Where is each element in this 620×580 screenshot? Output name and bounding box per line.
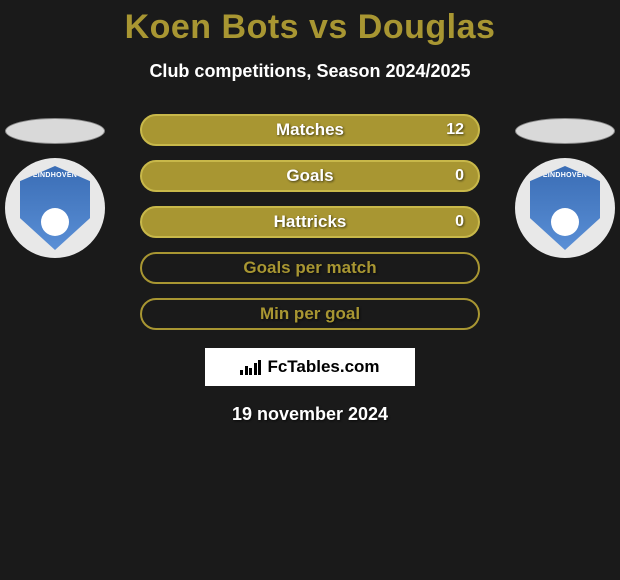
stat-rows: Matches 12 Goals 0 Hattricks 0 Goals per… bbox=[140, 114, 480, 330]
left-player-column: EINDHOVEN bbox=[0, 114, 110, 258]
stat-row-goals: Goals 0 bbox=[140, 160, 480, 192]
stat-label: Goals bbox=[286, 166, 333, 186]
right-crest-label: EINDHOVEN bbox=[543, 172, 587, 179]
bar-chart-icon bbox=[240, 359, 261, 375]
date-text: 19 november 2024 bbox=[0, 404, 620, 425]
stat-label: Min per goal bbox=[260, 304, 360, 324]
right-player-column: EINDHOVEN bbox=[510, 114, 620, 258]
stat-value-right: 12 bbox=[446, 121, 464, 139]
comparison-body: EINDHOVEN EINDHOVEN Matches 12 Goals 0 H… bbox=[0, 114, 620, 425]
stat-row-min-per-goal: Min per goal bbox=[140, 298, 480, 330]
left-player-ellipse bbox=[5, 118, 105, 144]
attribution-text: FcTables.com bbox=[267, 357, 379, 377]
stat-row-goals-per-match: Goals per match bbox=[140, 252, 480, 284]
left-crest-label: EINDHOVEN bbox=[33, 172, 77, 179]
attribution-badge: FcTables.com bbox=[205, 348, 415, 386]
ball-icon bbox=[551, 208, 579, 236]
stat-label: Matches bbox=[276, 120, 344, 140]
stat-label: Goals per match bbox=[243, 258, 376, 278]
ball-icon bbox=[41, 208, 69, 236]
stat-label: Hattricks bbox=[274, 212, 347, 232]
stat-value-right: 0 bbox=[455, 167, 464, 185]
subtitle: Club competitions, Season 2024/2025 bbox=[0, 61, 620, 82]
stat-row-hattricks: Hattricks 0 bbox=[140, 206, 480, 238]
page-title: Koen Bots vs Douglas bbox=[0, 0, 620, 47]
left-club-crest: EINDHOVEN bbox=[5, 158, 105, 258]
right-club-crest: EINDHOVEN bbox=[515, 158, 615, 258]
stat-row-matches: Matches 12 bbox=[140, 114, 480, 146]
stat-value-right: 0 bbox=[455, 213, 464, 231]
right-player-ellipse bbox=[515, 118, 615, 144]
